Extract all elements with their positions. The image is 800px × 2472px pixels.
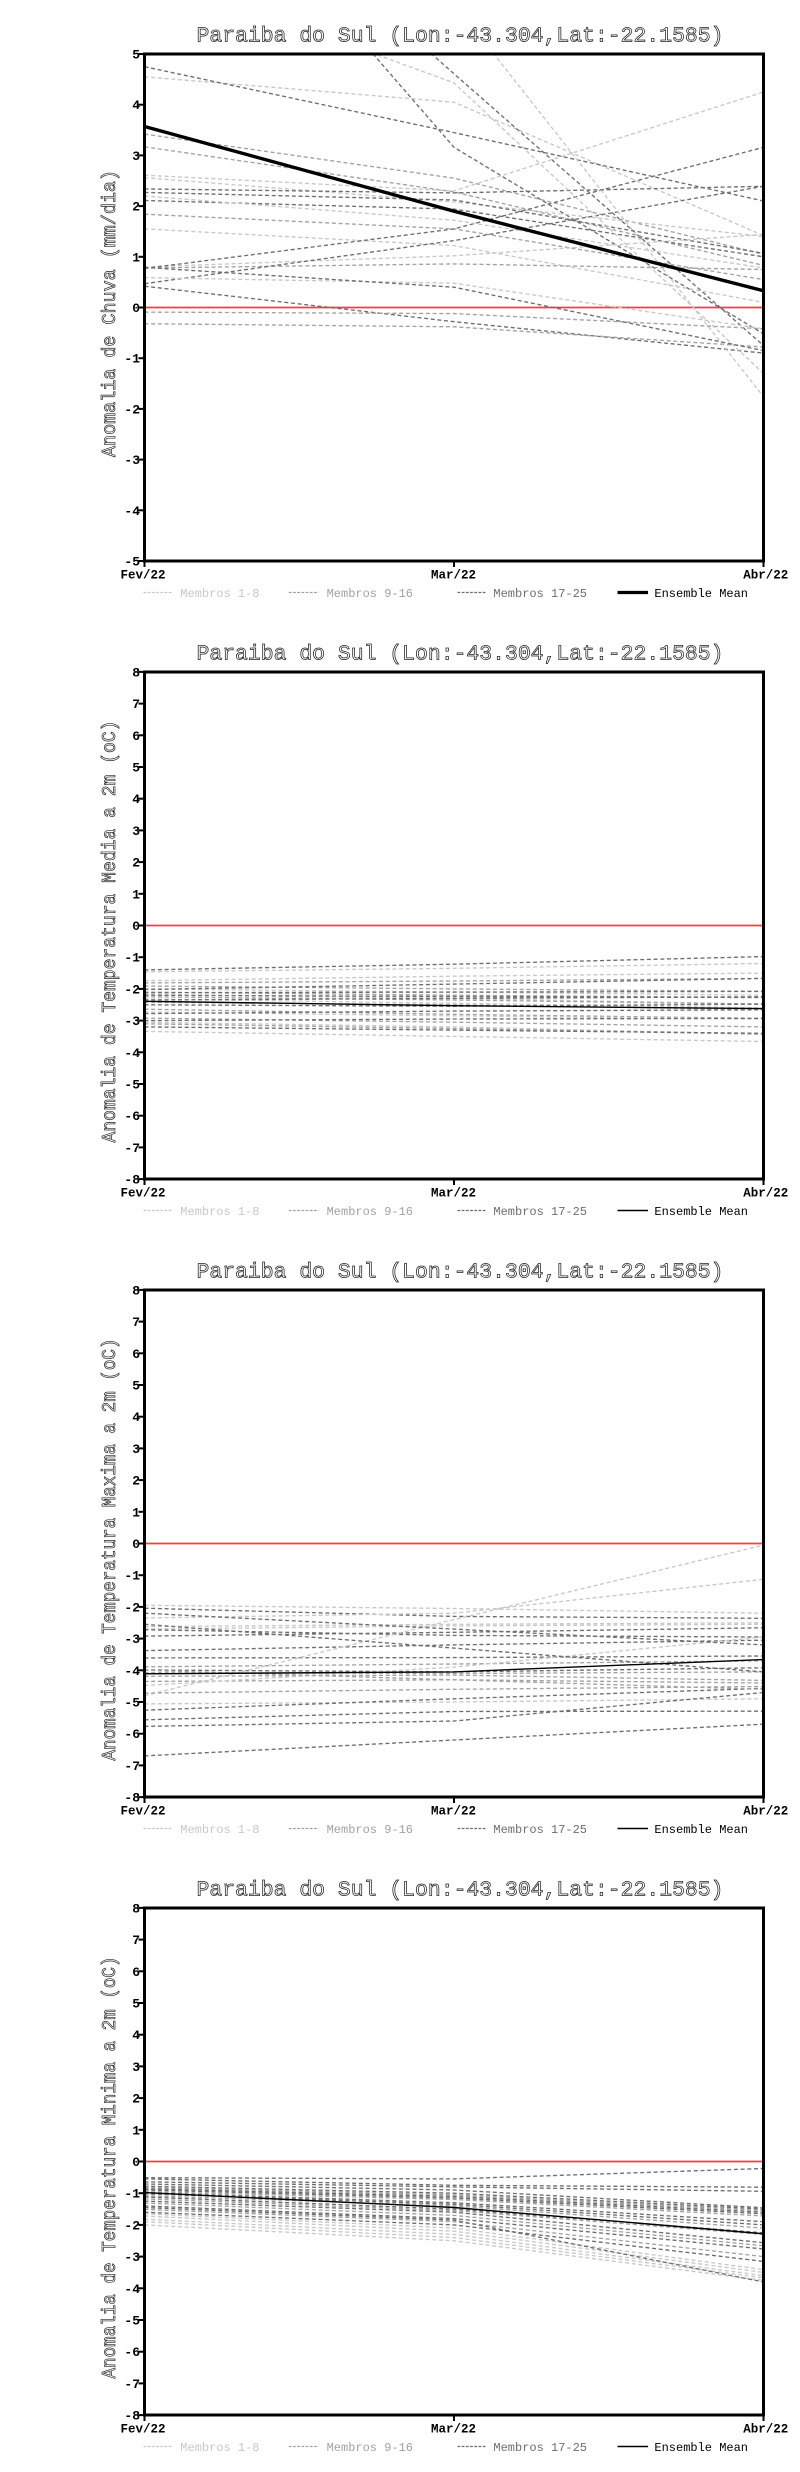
svg-text:1: 1 [132, 887, 140, 902]
svg-text:Ensemble Mean: Ensemble Mean [654, 1205, 748, 1219]
svg-text:Mar/22: Mar/22 [431, 1805, 476, 1819]
svg-text:2: 2 [132, 200, 140, 215]
svg-text:4: 4 [132, 1410, 140, 1425]
svg-text:2: 2 [132, 2092, 140, 2107]
svg-text:Fev/22: Fev/22 [120, 1187, 165, 1201]
svg-text:6: 6 [132, 1347, 140, 1362]
svg-text:-5: -5 [124, 1696, 140, 1711]
svg-text:4: 4 [132, 98, 140, 113]
svg-text:Membros 9-16: Membros 9-16 [327, 1205, 413, 1219]
svg-text:-2: -2 [124, 1600, 140, 1615]
svg-text:-4: -4 [124, 2282, 140, 2297]
svg-text:-3: -3 [124, 2250, 140, 2265]
svg-text:2: 2 [132, 1474, 140, 1489]
svg-text:-7: -7 [124, 2377, 140, 2392]
svg-text:Membros 1-8: Membros 1-8 [180, 2441, 259, 2455]
svg-text:-1: -1 [124, 2187, 140, 2202]
svg-text:4: 4 [132, 792, 140, 807]
svg-text:Membros 9-16: Membros 9-16 [327, 587, 413, 601]
svg-text:-5: -5 [124, 555, 140, 570]
svg-text:-5: -5 [124, 1078, 140, 1093]
svg-text:-5: -5 [124, 2314, 140, 2329]
svg-text:Paraiba do Sul (Lon:-43.304,La: Paraiba do Sul (Lon:-43.304,Lat:-22.1585… [197, 1261, 724, 1285]
svg-text:Membros 1-8: Membros 1-8 [180, 1823, 259, 1837]
svg-text:-2: -2 [124, 402, 140, 417]
svg-text:0: 0 [132, 2155, 140, 2170]
svg-text:-4: -4 [124, 504, 140, 519]
svg-text:Membros 1-8: Membros 1-8 [180, 587, 259, 601]
svg-text:6: 6 [132, 729, 140, 744]
svg-text:7: 7 [132, 697, 140, 712]
svg-text:-6: -6 [124, 1109, 140, 1124]
svg-text:5: 5 [132, 1997, 140, 2012]
svg-text:-1: -1 [124, 951, 140, 966]
svg-text:Fev/22: Fev/22 [120, 1805, 165, 1819]
svg-text:Ensemble Mean: Ensemble Mean [654, 2441, 748, 2455]
svg-text:Membros 9-16: Membros 9-16 [327, 2441, 413, 2455]
svg-text:Fev/22: Fev/22 [120, 569, 165, 583]
svg-text:0: 0 [132, 919, 140, 934]
svg-text:Membros 1-8: Membros 1-8 [180, 1205, 259, 1219]
svg-text:Paraiba do Sul (Lon:-43.304,La: Paraiba do Sul (Lon:-43.304,Lat:-22.1585… [197, 1879, 724, 1903]
svg-text:-4: -4 [124, 1046, 140, 1061]
svg-text:Paraiba do Sul (Lon:-43.304,La: Paraiba do Sul (Lon:-43.304,Lat:-22.1585… [197, 25, 724, 49]
svg-text:-4: -4 [124, 1664, 140, 1679]
svg-text:Membros 17-25: Membros 17-25 [493, 1823, 587, 1837]
svg-text:-1: -1 [124, 352, 140, 367]
svg-text:5: 5 [132, 761, 140, 776]
svg-text:4: 4 [132, 2028, 140, 2043]
svg-text:7: 7 [132, 1315, 140, 1330]
svg-text:Anomalia de Temperatura Media: Anomalia de Temperatura Media a 2m (oC) [99, 721, 121, 1143]
svg-text:-3: -3 [124, 453, 140, 468]
svg-text:-6: -6 [124, 1727, 140, 1742]
svg-text:Abr/22: Abr/22 [743, 2423, 788, 2437]
svg-text:8: 8 [132, 1283, 140, 1298]
svg-text:-2: -2 [124, 2218, 140, 2233]
svg-text:Mar/22: Mar/22 [431, 1187, 476, 1201]
svg-text:1: 1 [132, 1505, 140, 1520]
svg-text:3: 3 [132, 149, 140, 164]
svg-text:-3: -3 [124, 1014, 140, 1029]
svg-text:Anomalia de Temperatura Minima: Anomalia de Temperatura Minima a 2m (oC) [99, 1957, 121, 2379]
svg-text:-6: -6 [124, 2345, 140, 2360]
svg-text:Ensemble Mean: Ensemble Mean [654, 1823, 748, 1837]
svg-text:Fev/22: Fev/22 [120, 2423, 165, 2437]
svg-text:Abr/22: Abr/22 [743, 1805, 788, 1819]
svg-text:Abr/22: Abr/22 [743, 569, 788, 583]
svg-text:3: 3 [132, 1442, 140, 1457]
svg-text:-2: -2 [124, 982, 140, 997]
svg-text:-8: -8 [124, 2409, 140, 2424]
svg-text:Ensemble Mean: Ensemble Mean [654, 587, 748, 601]
svg-text:Anomalia de Chuva (mm/dia): Anomalia de Chuva (mm/dia) [99, 170, 121, 457]
svg-text:Paraiba do Sul (Lon:-43.304,La: Paraiba do Sul (Lon:-43.304,Lat:-22.1585… [197, 643, 724, 667]
svg-text:Membros 17-25: Membros 17-25 [493, 1205, 587, 1219]
svg-text:-7: -7 [124, 1759, 140, 1774]
svg-text:Abr/22: Abr/22 [743, 1187, 788, 1201]
svg-text:Mar/22: Mar/22 [431, 2423, 476, 2437]
svg-text:5: 5 [132, 1379, 140, 1394]
svg-text:2: 2 [132, 856, 140, 871]
svg-text:3: 3 [132, 2060, 140, 2075]
svg-text:1: 1 [132, 250, 140, 265]
svg-text:5: 5 [132, 48, 140, 63]
svg-text:0: 0 [132, 1537, 140, 1552]
svg-text:0: 0 [132, 301, 140, 316]
svg-text:6: 6 [132, 1965, 140, 1980]
svg-text:7: 7 [132, 1933, 140, 1948]
svg-text:8: 8 [132, 665, 140, 680]
svg-text:-7: -7 [124, 1141, 140, 1156]
svg-text:3: 3 [132, 824, 140, 839]
svg-text:-8: -8 [124, 1791, 140, 1806]
svg-text:-3: -3 [124, 1632, 140, 1647]
svg-text:Anomalia de Temperatura Maxima: Anomalia de Temperatura Maxima a 2m (oC) [99, 1339, 121, 1761]
svg-text:Membros 17-25: Membros 17-25 [493, 2441, 587, 2455]
svg-text:-8: -8 [124, 1173, 140, 1188]
svg-text:-1: -1 [124, 1569, 140, 1584]
svg-text:Mar/22: Mar/22 [431, 569, 476, 583]
svg-text:Membros 17-25: Membros 17-25 [493, 587, 587, 601]
svg-text:8: 8 [132, 1901, 140, 1916]
svg-text:Membros 9-16: Membros 9-16 [327, 1823, 413, 1837]
svg-text:1: 1 [132, 2123, 140, 2138]
